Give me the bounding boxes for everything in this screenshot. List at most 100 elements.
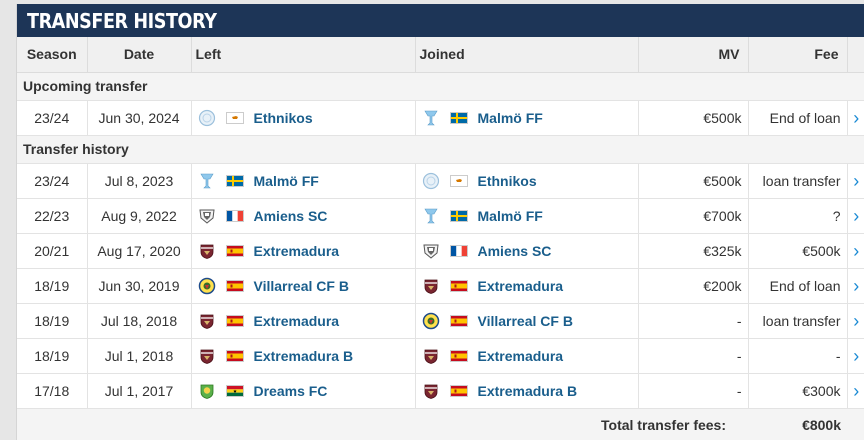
chevron-right-icon[interactable]: ›: [853, 205, 860, 226]
left-club-link[interactable]: Ethnikos: [253, 109, 313, 126]
section-header-row: Upcoming transfer: [17, 72, 864, 101]
market-value-cell: €200k: [638, 268, 749, 304]
joined-club-link[interactable]: Extremadura: [477, 277, 564, 294]
season-cell: 22/23: [17, 198, 88, 234]
col-date-header: Date: [87, 37, 192, 73]
villarreal-crest-icon[interactable]: [198, 277, 216, 295]
chevron-right-icon[interactable]: ›: [853, 345, 860, 366]
transfer-table: Season Date Left Joined MV Fee Upcoming …: [17, 37, 864, 440]
season-cell: 23/24: [17, 100, 88, 136]
col-fee-header: Fee: [748, 37, 848, 73]
joined-club-link[interactable]: Extremadura: [477, 347, 564, 364]
row-details-link[interactable]: ›: [847, 198, 864, 234]
left-club: Dreams FC: [198, 374, 415, 408]
date-cell: Jul 1, 2018: [87, 338, 192, 374]
chevron-right-icon[interactable]: ›: [853, 275, 860, 296]
joined-club: Malmö FF: [422, 199, 638, 233]
extremadura-crest-icon[interactable]: [422, 277, 440, 295]
joined-club: Extremadura: [422, 269, 638, 303]
row-details-link[interactable]: ›: [847, 373, 864, 409]
malmo-crest-icon[interactable]: [422, 109, 440, 127]
fee-cell: loan transfer: [748, 163, 848, 199]
left-club-cell: Amiens SC: [191, 198, 416, 234]
fee-cell: -: [748, 338, 848, 374]
extremadura-crest-icon[interactable]: [198, 347, 216, 365]
market-value-cell: €700k: [638, 198, 749, 234]
extremadura-crest-icon[interactable]: [198, 242, 216, 260]
chevron-right-icon[interactable]: ›: [853, 170, 860, 191]
spain-flag-icon: [449, 279, 468, 292]
joined-club-link[interactable]: Malmö FF: [477, 207, 543, 224]
footer-spacer: [847, 408, 864, 440]
date-cell: Jul 18, 2018: [87, 303, 192, 339]
chevron-right-icon[interactable]: ›: [853, 107, 860, 128]
fee-cell: ?: [748, 198, 848, 234]
left-club-link[interactable]: Extremadura B: [253, 347, 354, 364]
cyprus-flag-icon: [449, 174, 468, 187]
box-title: Transfer history: [17, 4, 864, 37]
table-row: 23/24 Jul 8, 2023 Malmö FF Ethnikos €500k loa…: [17, 163, 864, 199]
left-club-link[interactable]: Malmö FF: [253, 172, 319, 189]
row-details-link[interactable]: ›: [847, 100, 864, 136]
joined-club: Ethnikos: [422, 164, 638, 198]
extremadura-crest-icon[interactable]: [198, 312, 216, 330]
joined-club-cell: Ethnikos: [415, 163, 639, 199]
total-fees-row: Total transfer fees: €800k: [17, 408, 864, 440]
malmo-crest-icon[interactable]: [422, 207, 440, 225]
table-row: 18/19 Jun 30, 2019 Villarreal CF B Extremad…: [17, 268, 864, 304]
left-club: Extremadura: [198, 304, 415, 338]
col-mv-header: MV: [638, 37, 749, 73]
date-cell: Jun 30, 2024: [87, 100, 192, 136]
left-club-link[interactable]: Amiens SC: [253, 207, 328, 224]
season-cell: 18/19: [17, 303, 88, 339]
left-club: Malmö FF: [198, 164, 415, 198]
table-row: 17/18 Jul 1, 2017 Dreams FC Extremadura B - €…: [17, 373, 864, 409]
spain-flag-icon: [449, 349, 468, 362]
market-value-cell: €500k: [638, 163, 749, 199]
sweden-flag-icon: [449, 111, 468, 124]
row-details-link[interactable]: ›: [847, 233, 864, 269]
chevron-right-icon[interactable]: ›: [853, 380, 860, 401]
extremadura-crest-icon[interactable]: [422, 382, 440, 400]
amiens-crest-icon[interactable]: [422, 242, 440, 260]
market-value-cell: €325k: [638, 233, 749, 269]
joined-club-link[interactable]: Amiens SC: [477, 242, 552, 259]
table-row: 23/24 Jun 30, 2024 Ethnikos Malmö FF €500k En…: [17, 100, 864, 136]
villarreal-crest-icon[interactable]: [422, 312, 440, 330]
chevron-right-icon[interactable]: ›: [853, 310, 860, 331]
season-cell: 18/19: [17, 338, 88, 374]
col-left-header: Left: [191, 37, 416, 73]
left-club-link[interactable]: Dreams FC: [253, 382, 328, 399]
left-club-cell: Dreams FC: [191, 373, 416, 409]
joined-club-link[interactable]: Ethnikos: [477, 172, 537, 189]
joined-club-cell: Villarreal CF B: [415, 303, 639, 339]
left-club-link[interactable]: Villarreal CF B: [253, 277, 349, 294]
row-details-link[interactable]: ›: [847, 268, 864, 304]
left-club: Ethnikos: [198, 101, 415, 135]
left-club-link[interactable]: Extremadura: [253, 242, 340, 259]
left-club-link[interactable]: Extremadura: [253, 312, 340, 329]
chevron-right-icon[interactable]: ›: [853, 240, 860, 261]
malmo-crest-icon[interactable]: [198, 172, 216, 190]
row-details-link[interactable]: ›: [847, 338, 864, 374]
ethnikos-crest-icon[interactable]: [198, 109, 216, 127]
fee-cell: €300k: [748, 373, 848, 409]
table-header-row: Season Date Left Joined MV Fee: [17, 37, 864, 73]
row-details-link[interactable]: ›: [847, 163, 864, 199]
joined-club-link[interactable]: Extremadura B: [477, 382, 578, 399]
joined-club-link[interactable]: Malmö FF: [477, 109, 543, 126]
france-flag-icon: [225, 209, 244, 222]
spain-flag-icon: [225, 349, 244, 362]
row-details-link[interactable]: ›: [847, 303, 864, 339]
dreams-crest-icon[interactable]: [198, 382, 216, 400]
season-cell: 17/18: [17, 373, 88, 409]
amiens-crest-icon[interactable]: [198, 207, 216, 225]
joined-club-cell: Malmö FF: [415, 100, 639, 136]
ethnikos-crest-icon[interactable]: [422, 172, 440, 190]
joined-club: Amiens SC: [422, 234, 638, 268]
sweden-flag-icon: [225, 174, 244, 187]
extremadura-crest-icon[interactable]: [422, 347, 440, 365]
total-fees-label: Total transfer fees:: [17, 408, 748, 440]
joined-club: Extremadura: [422, 339, 638, 373]
joined-club-link[interactable]: Villarreal CF B: [477, 312, 573, 329]
